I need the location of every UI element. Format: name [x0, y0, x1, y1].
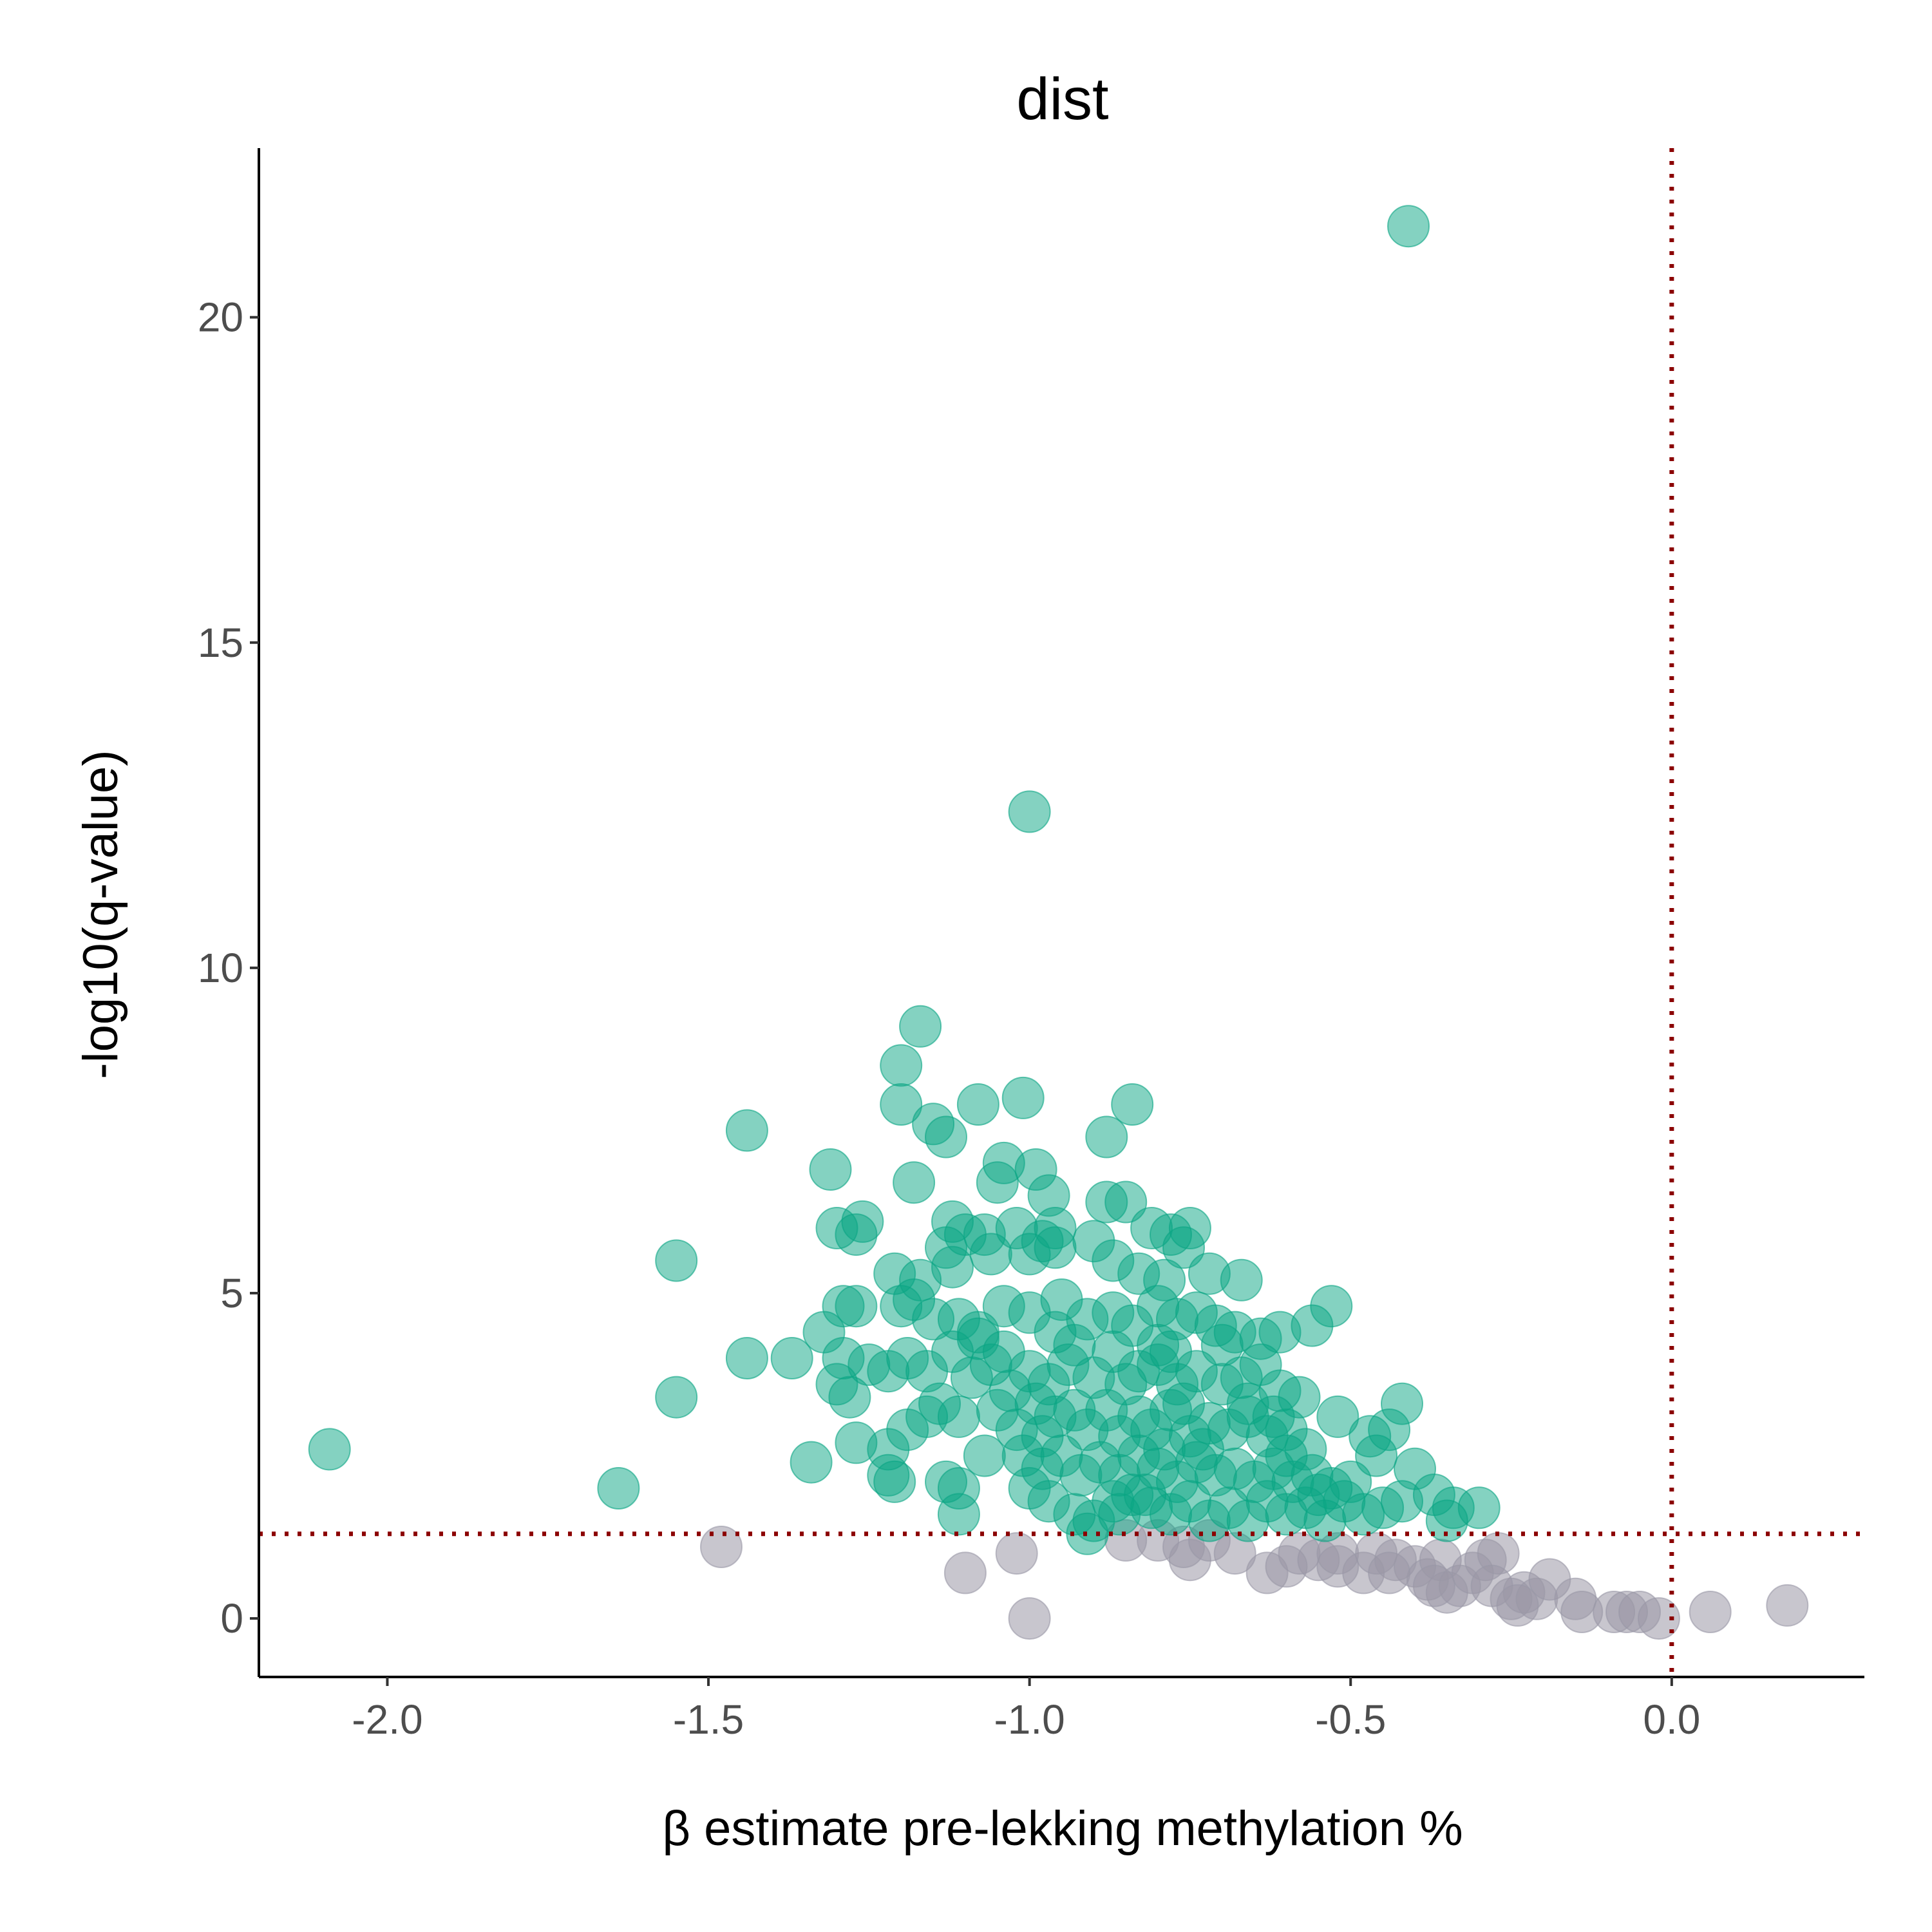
- significant-point: [873, 1460, 916, 1503]
- significant-point: [1316, 1395, 1359, 1438]
- nonsignificant-point: [1637, 1597, 1680, 1640]
- significant-point: [1355, 1434, 1398, 1477]
- points-layer: [308, 205, 1809, 1640]
- significant-point: [1104, 1363, 1148, 1406]
- significant-point: [655, 1239, 698, 1282]
- nonsignificant-point: [1496, 1584, 1539, 1627]
- significant-point: [1034, 1311, 1077, 1354]
- nonsignificant-point: [700, 1526, 743, 1568]
- significant-point: [925, 1115, 967, 1159]
- significant-point: [828, 1376, 871, 1419]
- significant-point: [937, 1395, 980, 1438]
- significant-point: [1162, 1226, 1205, 1269]
- significant-point: [969, 1233, 1012, 1276]
- significant-point: [1425, 1499, 1468, 1542]
- y-axis-ticks: 0 5 10 15 20: [198, 294, 259, 1642]
- significant-point: [1162, 1382, 1205, 1425]
- nonsignificant-point: [1766, 1584, 1809, 1627]
- significant-point: [809, 1148, 852, 1191]
- significant-point: [956, 1083, 999, 1126]
- significant-point: [1085, 1115, 1128, 1159]
- significant-point: [790, 1441, 833, 1484]
- significant-point: [725, 1337, 768, 1379]
- y-tick-label: 20: [198, 294, 243, 341]
- chart-title: dist: [1016, 66, 1108, 132]
- significant-point: [880, 1044, 923, 1087]
- significant-point: [893, 1161, 936, 1204]
- significant-point: [1143, 1428, 1186, 1471]
- significant-point: [899, 1005, 942, 1048]
- x-axis-title: β estimate pre-lekking methylation %: [662, 1801, 1463, 1856]
- x-tick-label: -2.0: [352, 1696, 422, 1743]
- significant-point: [835, 1285, 878, 1328]
- significant-point: [1034, 1226, 1077, 1269]
- x-tick-label: -1.5: [673, 1696, 744, 1743]
- significant-point: [835, 1213, 878, 1256]
- significant-point: [1200, 1323, 1244, 1367]
- x-axis-ticks: -2.0 -1.5 -1.0 -0.5 0.0: [352, 1677, 1700, 1743]
- significant-point: [655, 1376, 698, 1419]
- significant-point: [976, 1161, 1019, 1204]
- nonsignificant-point: [1689, 1591, 1732, 1633]
- significant-point: [725, 1109, 768, 1152]
- significant-point: [1252, 1395, 1295, 1438]
- significant-point: [1265, 1434, 1308, 1477]
- significant-point: [880, 1083, 923, 1126]
- nonsignificant-point: [1316, 1545, 1359, 1588]
- significant-point: [1387, 205, 1430, 248]
- x-tick-label: 0.0: [1643, 1696, 1700, 1743]
- significant-point: [1381, 1480, 1423, 1523]
- nonsignificant-point: [943, 1551, 987, 1595]
- significant-point: [1291, 1304, 1334, 1347]
- significant-point: [1111, 1083, 1154, 1126]
- significant-point: [597, 1467, 640, 1510]
- significant-point: [1220, 1258, 1263, 1302]
- y-tick-label: 10: [198, 945, 243, 991]
- y-axis-title: -log10(q-value): [73, 750, 128, 1079]
- x-tick-label: -0.5: [1315, 1696, 1386, 1743]
- significant-point: [1066, 1512, 1109, 1555]
- significant-point: [1181, 1428, 1224, 1471]
- significant-point: [1124, 1473, 1167, 1517]
- significant-point: [1001, 1076, 1045, 1119]
- nonsignificant-point: [1368, 1551, 1411, 1595]
- nonsignificant-point: [1008, 1597, 1051, 1640]
- significant-point: [937, 1493, 980, 1536]
- y-tick-label: 5: [220, 1270, 243, 1316]
- significant-point: [1104, 1180, 1148, 1224]
- y-tick-label: 15: [198, 620, 243, 666]
- x-tick-label: -1.0: [994, 1696, 1065, 1743]
- nonsignificant-point: [1412, 1564, 1455, 1607]
- significant-point: [1008, 790, 1051, 833]
- nonsignificant-point: [995, 1532, 1038, 1575]
- significant-point: [931, 1245, 974, 1289]
- significant-point: [1297, 1473, 1340, 1517]
- significant-point: [308, 1428, 351, 1471]
- significant-point: [982, 1330, 1025, 1373]
- y-tick-label: 0: [220, 1595, 243, 1642]
- significant-point: [1150, 1330, 1192, 1373]
- significant-point: [770, 1337, 813, 1379]
